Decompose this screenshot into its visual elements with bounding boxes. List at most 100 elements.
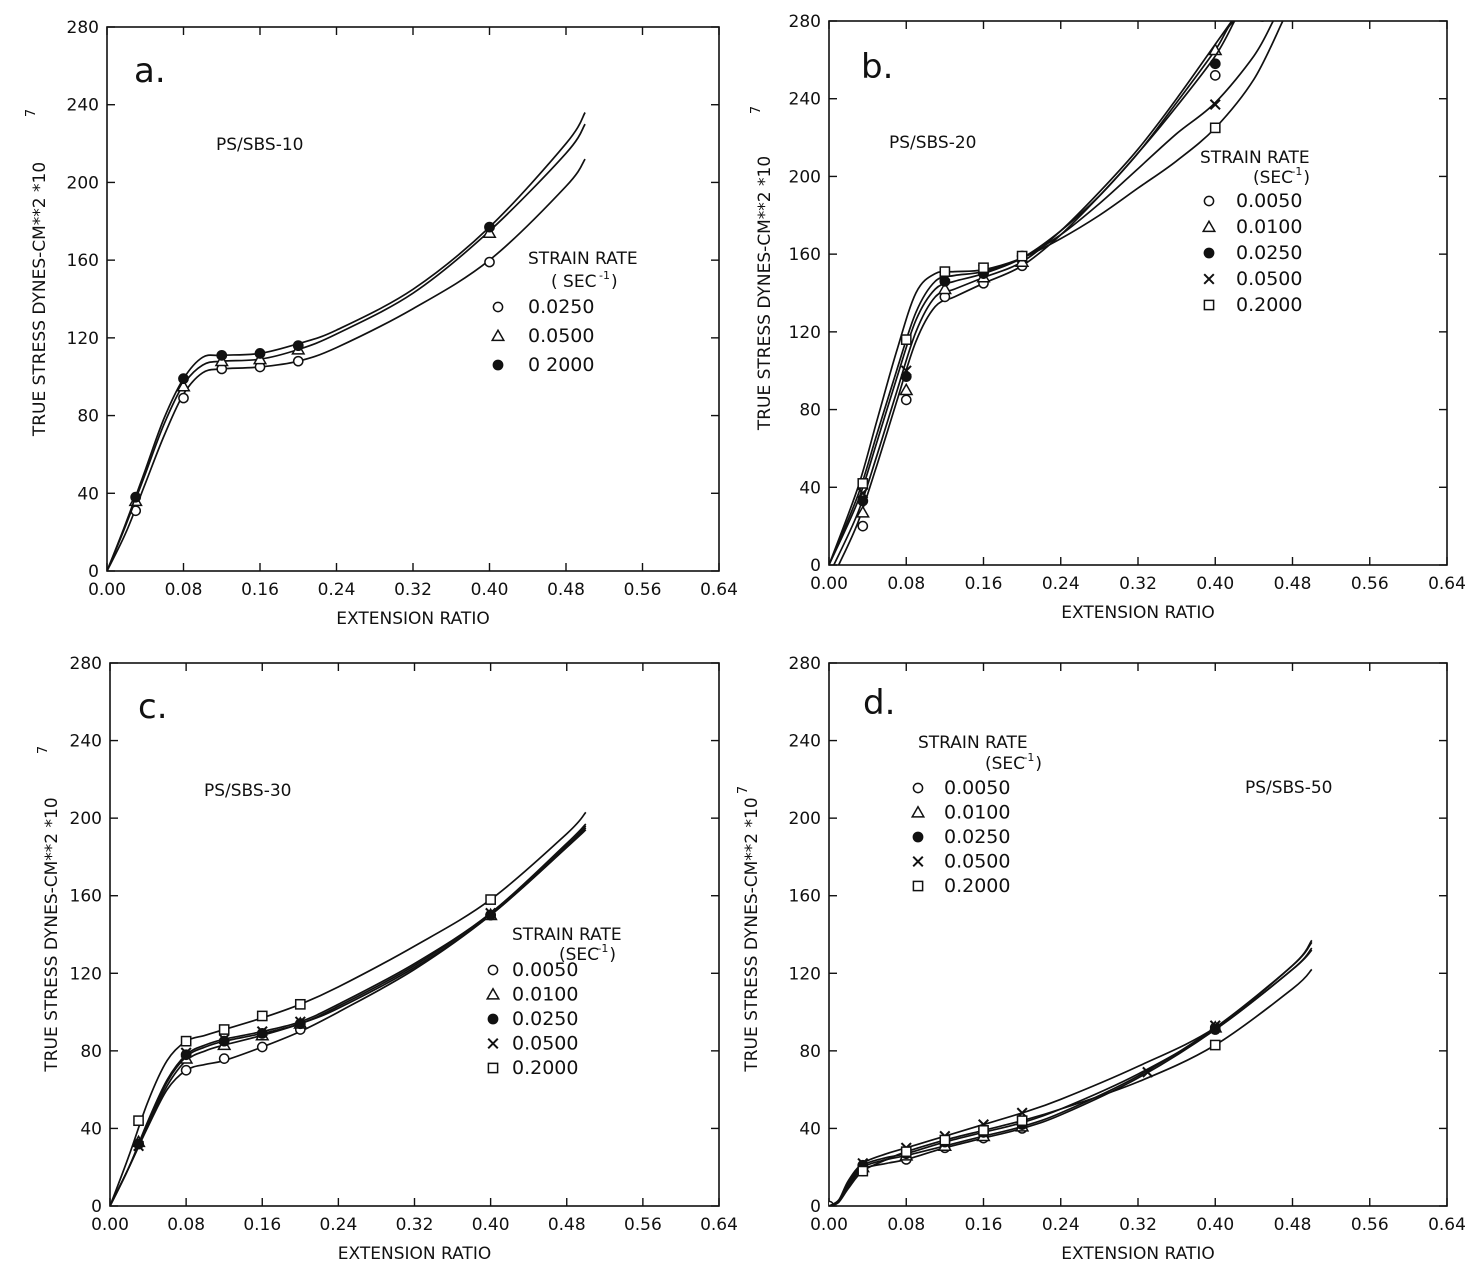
panel-letter: d.: [863, 683, 895, 723]
data-point: [218, 1053, 230, 1064]
y-axis-title: TRUE STRESS DYNES-CM**2 *10: [742, 797, 762, 1072]
data-point: [855, 505, 870, 518]
legend-marker: [1203, 247, 1215, 259]
y-tick-label: 200: [70, 809, 102, 829]
y-tick-label: 80: [799, 401, 821, 421]
x-tick-label: 0.56: [1351, 1215, 1389, 1235]
series-line: [829, 968, 1313, 1206]
legend-marker: [912, 831, 924, 843]
legend-marker: [1203, 195, 1215, 207]
y-tick-label: 240: [789, 90, 821, 110]
legend-label: 0.0250: [512, 1008, 578, 1030]
data-point: [857, 520, 869, 532]
x-tick-label: 0.24: [318, 580, 356, 600]
x-tick-label: 0.56: [1351, 574, 1389, 594]
data-point: [1142, 1066, 1154, 1078]
data-point: [180, 1064, 192, 1076]
plot-frame: [109, 662, 720, 1207]
legend-label: 0.0500: [944, 851, 1010, 873]
legend-marker: [490, 328, 506, 342]
sample-label: PS/SBS-50: [1245, 778, 1332, 798]
series-02000: [829, 968, 1313, 1206]
series-00100: [829, 941, 1313, 1206]
y-tick-label: 120: [70, 964, 102, 984]
data-point: [292, 355, 304, 367]
x-tick-label: 0.32: [1119, 574, 1157, 594]
y-axis-title: TRUE STRESS DYNES-CM**2 *10: [755, 156, 775, 431]
x-tick-label: 0.48: [548, 1215, 586, 1235]
series-02000: [107, 112, 586, 571]
y-tick-label: 80: [77, 407, 99, 427]
legend: STRAIN RATE(SEC-1)0.0050 0.0100 0.0250 0.05…: [1200, 148, 1310, 316]
series-00050: [829, 947, 1313, 1206]
x-tick-label: 0.24: [1042, 1215, 1080, 1235]
legend-label: 0.0500: [528, 325, 594, 347]
data-point: [857, 1165, 869, 1177]
legend-label: 0.2000: [512, 1057, 578, 1079]
y-tick-label: 160: [789, 887, 821, 907]
data-point: [1016, 1115, 1028, 1127]
data-point: [1016, 250, 1028, 262]
data-point: [176, 379, 191, 392]
y-tick-label: 200: [67, 173, 99, 193]
legend-subtitle-exponent: -1: [1291, 165, 1302, 178]
legend-label: 0.0500: [512, 1033, 578, 1055]
x-tick-label: 0.40: [472, 1215, 510, 1235]
legend-subtitle-exponent: -1: [599, 269, 610, 282]
data-point: [133, 1115, 144, 1127]
legend-subtitle: ( SEC: [551, 272, 596, 292]
data-point: [485, 909, 497, 921]
series-02000: [829, 21, 1284, 565]
panel-letter: b.: [861, 47, 893, 87]
x-tick-label: 0.32: [1119, 1215, 1157, 1235]
series-line: [829, 941, 1313, 1206]
legend-subtitle-close: ): [609, 945, 616, 965]
chart-panel-a: 0.00 0.08 0.16 0.24 0.32 0.40 0.48 0.56 0.64 0 40 8…: [24, 18, 738, 629]
x-tick-label: 0.16: [965, 574, 1003, 594]
x-tick-label: 0.32: [394, 580, 432, 600]
legend-label: 0.0250: [944, 826, 1010, 848]
y-tick-label: 40: [799, 478, 821, 498]
x-tick-label: 0.48: [1274, 574, 1312, 594]
legend-marker: [1203, 273, 1215, 285]
y-tick-label: 120: [789, 323, 821, 343]
series-line: [837, 21, 1264, 565]
data-point: [254, 348, 266, 359]
y-tick-label: 160: [789, 245, 821, 265]
legend-title: STRAIN RATE: [512, 925, 622, 945]
x-tick-label: 0.64: [1428, 574, 1466, 594]
legend-title: STRAIN RATE: [918, 733, 1028, 753]
y-axis-title-exponent: 7: [36, 746, 51, 754]
series-00050: [837, 21, 1264, 565]
legend-marker: [1203, 299, 1215, 311]
x-tick-label: 0.48: [547, 580, 585, 600]
sample-label: PS/SBS-30: [204, 781, 291, 801]
x-tick-label: 0.56: [624, 580, 662, 600]
y-tick-label: 80: [799, 1042, 821, 1062]
legend-label: 0.0100: [1236, 216, 1302, 238]
legend-marker: [912, 880, 924, 892]
data-point: [256, 1010, 268, 1022]
x-tick-label: 0.40: [1196, 1215, 1234, 1235]
legend: STRAIN RATE ( SEC -1) 0.0250 0.0500 0 2000: [490, 249, 638, 376]
series-line: [829, 949, 1313, 1206]
data-point: [180, 1047, 192, 1059]
legend-marker: [492, 301, 504, 313]
series-line: [833, 21, 1233, 565]
chart-panel-b: 0.00 0.08 0.16 0.24 0.32 0.40 0.48 0.56 0.64 0 40 8…: [749, 12, 1466, 623]
legend-marker: [912, 782, 924, 794]
legend-subtitle: (SEC: [1253, 168, 1293, 188]
data-point: [978, 1125, 989, 1136]
data-point: [1209, 99, 1221, 111]
x-tick-label: 0.32: [396, 1215, 434, 1235]
data-point: [484, 221, 495, 233]
data-point: [294, 1016, 306, 1028]
legend-marker: [492, 359, 504, 371]
legend-subtitle: (SEC: [985, 754, 1025, 774]
legend-marker: [487, 964, 499, 976]
x-tick-label: 0.08: [887, 1215, 925, 1235]
series-line: [107, 123, 586, 571]
data-point: [1209, 58, 1221, 70]
x-tick-label: 0.08: [167, 1215, 205, 1235]
y-tick-label: 240: [70, 732, 102, 752]
